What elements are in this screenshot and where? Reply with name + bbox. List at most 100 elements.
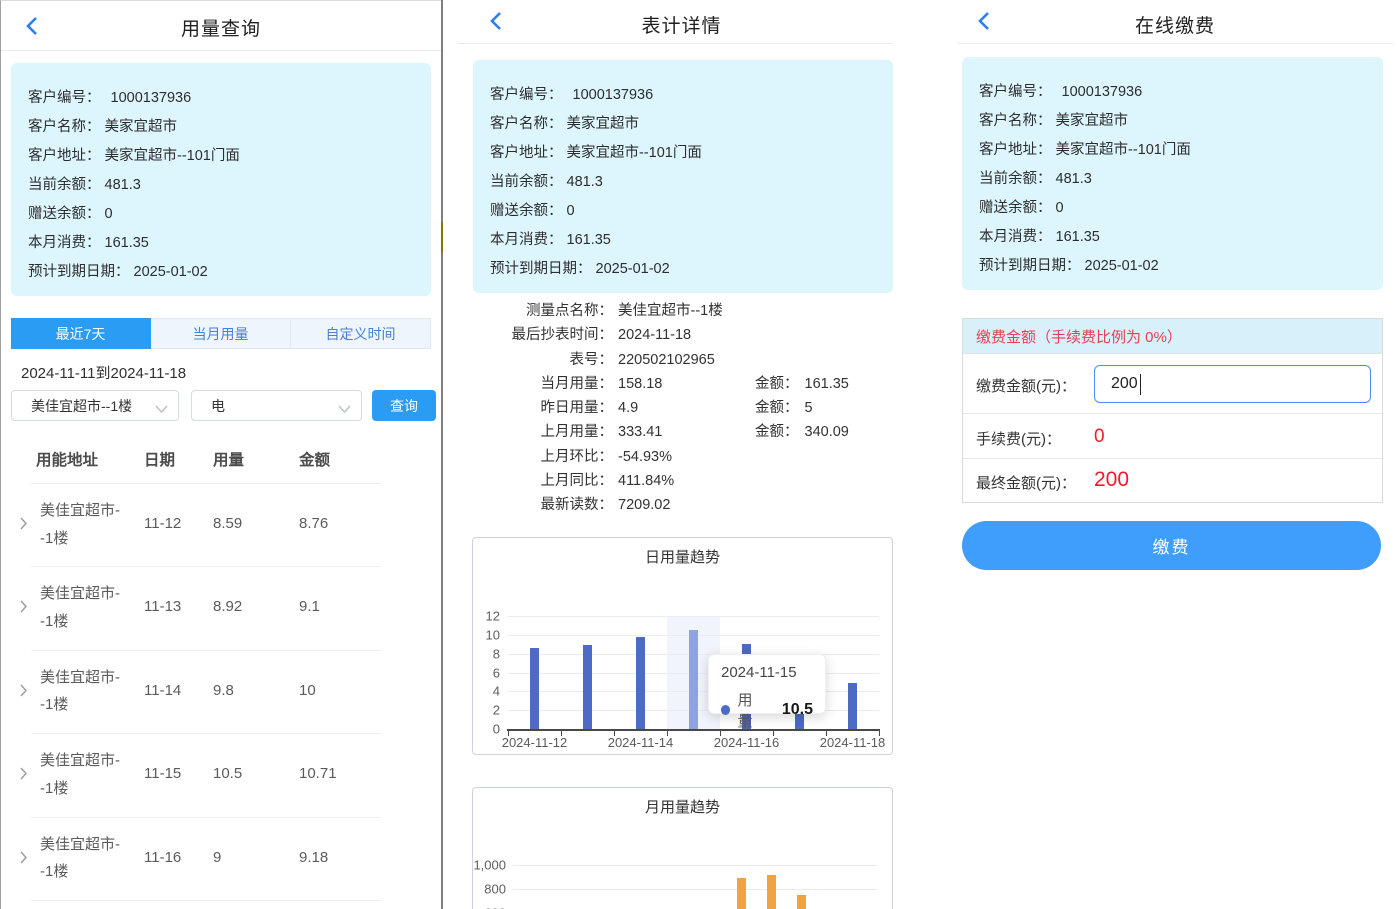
table-row[interactable]: 美佳宜超市--1楼 11-16 9 9.18	[1, 818, 441, 902]
back-icon[interactable]	[25, 16, 39, 36]
detail-amount-label: 金额：	[755, 424, 799, 441]
table-row[interactable]: 美佳宜超市--1楼 11-15 10.5 10.71	[1, 734, 441, 818]
expand-icon[interactable]	[19, 683, 28, 702]
cell-date: 11-16	[144, 848, 182, 866]
series-dot-icon	[721, 705, 731, 715]
chart-bar[interactable]	[797, 895, 807, 909]
x-axis-tick	[720, 731, 721, 736]
detail-label: 最新读数：	[540, 497, 614, 514]
expand-icon[interactable]	[19, 599, 28, 618]
customer-info-value: 美家宜超市--101门面	[566, 145, 702, 161]
customer-info-value: 481.3	[566, 174, 603, 190]
customer-info-value: 481.3	[1055, 171, 1092, 187]
detail-value: 2024-11-18	[618, 327, 692, 344]
x-axis-tick	[561, 731, 562, 736]
customer-info-value: 161.35	[104, 235, 149, 251]
detail-amount-value: 340.09	[804, 424, 849, 441]
customer-info-card: 客户编号： 1000137936 客户名称： 美家宜超市 客户地址： 美家宜超市--1…	[11, 63, 431, 296]
table-row[interactable]: 美佳宜超市--1楼 11-14 9.8 10	[1, 651, 441, 735]
chart-bar[interactable]	[848, 682, 857, 729]
query-button[interactable]: 查询	[372, 390, 436, 421]
x-axis-tick	[773, 731, 774, 736]
expand-icon[interactable]	[19, 850, 28, 869]
tab-current-month[interactable]: 当月用量	[151, 318, 291, 349]
detail-amount-label: 金额：	[755, 375, 799, 392]
chevron-down-icon	[155, 401, 168, 417]
customer-info-row: 当前余额： 481.3	[28, 171, 431, 200]
cell-amount: 8.76	[299, 515, 329, 532]
customer-info-row: 客户名称： 美家宜超市	[979, 107, 1383, 136]
customer-info-row: 赠送余额： 0	[490, 197, 893, 226]
cell-amount: 10	[299, 681, 316, 699]
customer-info-label: 客户编号：	[979, 84, 1052, 100]
meter-header: 表计详情	[443, 0, 920, 44]
pay-button[interactable]: 缴费	[962, 521, 1381, 570]
customer-info-label: 本月消费：	[979, 229, 1052, 245]
customer-info-row: 赠送余额： 0	[979, 194, 1383, 223]
chart-gridline	[513, 865, 878, 866]
chart-bar[interactable]	[736, 878, 746, 909]
detail-amount-pair	[755, 493, 761, 517]
cell-address: 美佳宜超市--1楼	[40, 835, 120, 881]
detail-value: 158.18	[618, 375, 663, 392]
customer-info-row: 预计到期日期： 2025-01-02	[28, 258, 431, 287]
detail-amount-pair	[755, 445, 761, 469]
customer-info-label: 预计到期日期：	[28, 264, 130, 280]
customer-info-label: 赠送余额：	[979, 200, 1052, 216]
fee-label: 手续费(元)：	[976, 431, 1061, 448]
customer-info-value: 美家宜超市	[104, 119, 178, 135]
text-caret	[1140, 374, 1141, 395]
expand-icon[interactable]	[19, 516, 28, 535]
tab-last-7-days[interactable]: 最近7天	[11, 318, 151, 349]
chart-bar[interactable]	[583, 645, 592, 729]
chart-bar[interactable]	[689, 630, 698, 729]
meter-detail-list: 测量点名称： 美佳宜超市--1楼 最后抄表时间： 2024-11-18 表号： 220…	[473, 299, 913, 518]
meter-detail-row: 当月用量： 158.18 金额： 161.35	[473, 372, 913, 396]
chart-title: 日用量趋势	[644, 549, 720, 566]
table-row[interactable]: 美佳宜超市--1楼 11-13 8.92 9.1	[1, 567, 441, 652]
customer-info-value: 0	[104, 206, 113, 222]
cell-date: 11-15	[144, 765, 182, 783]
meter-select[interactable]: 美佳宜超市--1楼	[11, 390, 179, 421]
cell-amount: 10.71	[299, 765, 337, 783]
expand-icon[interactable]	[19, 766, 28, 785]
tab-custom-time[interactable]: 自定义时间	[291, 318, 431, 349]
amount-input[interactable]	[1094, 365, 1371, 403]
customer-info-value: 美家宜超市--101门面	[1055, 142, 1191, 158]
y-axis-label: 4	[492, 683, 500, 699]
y-axis-label: 10	[485, 627, 500, 643]
divider-marker	[441, 222, 443, 252]
usage-header: 用量查询	[1, 1, 441, 51]
chart-bar[interactable]	[530, 648, 539, 729]
col-header-date: 日期	[144, 452, 176, 469]
x-axis-tick	[508, 731, 509, 736]
meter-select-value: 美佳宜超市--1楼	[31, 397, 133, 414]
monthly-usage-plot: 1,000 800 600	[473, 788, 892, 909]
meter-detail-row: 测量点名称： 美佳宜超市--1楼	[473, 299, 913, 323]
final-amount-row: 最终金额(元)： 200	[963, 459, 1382, 502]
detail-label: 上月用量：	[540, 424, 614, 441]
page-title: 表计详情	[641, 16, 722, 37]
customer-info-card: 客户编号： 1000137936 客户名称： 美家宜超市 客户地址： 美家宜超市--1…	[962, 57, 1383, 290]
x-axis-tick	[614, 731, 615, 736]
detail-amount-pair	[755, 299, 761, 323]
tooltip-series: 用量	[737, 692, 753, 730]
y-axis-label: 8	[492, 646, 500, 662]
panel-divider	[441, 0, 443, 909]
cell-address: 美佳宜超市--1楼	[40, 502, 120, 547]
customer-info-row: 预计到期日期： 2025-01-02	[490, 255, 893, 284]
back-icon[interactable]	[977, 11, 991, 31]
customer-info-row: 赠送余额： 0	[28, 200, 431, 229]
customer-info-label: 客户编号：	[490, 87, 563, 103]
energy-type-select[interactable]: 电	[191, 390, 362, 421]
table-row[interactable]: 美佳宜超市--1楼 11-12 8.59 8.76	[1, 484, 441, 568]
chart-bar[interactable]	[767, 875, 777, 909]
x-axis-tick	[667, 731, 668, 736]
customer-info-row: 当前余额： 481.3	[490, 168, 893, 197]
back-icon[interactable]	[489, 11, 503, 31]
detail-label: 最后抄表时间：	[511, 327, 614, 344]
customer-info-label: 赠送余额：	[490, 203, 563, 219]
customer-info-value: 0	[1055, 200, 1064, 216]
chart-bar[interactable]	[636, 636, 645, 729]
x-axis-label: 2024-11-18	[819, 735, 886, 750]
